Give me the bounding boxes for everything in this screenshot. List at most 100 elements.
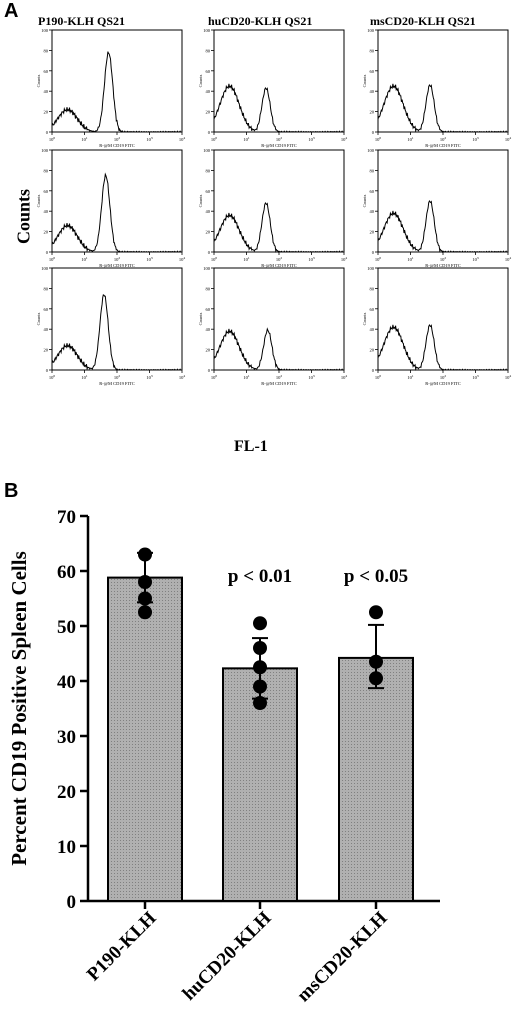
x-tick-label: 104	[341, 374, 348, 380]
x-tick-label: 103	[472, 256, 479, 262]
mini-y-label: Counts	[362, 312, 367, 325]
x-tick-label: 104	[341, 136, 348, 142]
y-tick-label: 100	[41, 28, 49, 33]
y-tick-label: 20	[206, 348, 211, 353]
y-tick-label: 20	[370, 230, 375, 235]
y-tick-label: 70	[57, 507, 76, 528]
histogram-2-0: 0 20 40 60 80 100 100 101 102 103 104 Counts R-@M CD…	[36, 266, 185, 386]
x-tick-label: 102	[440, 136, 447, 142]
x-tick-label: 100	[49, 136, 56, 142]
x-tick-label: 104	[341, 256, 348, 262]
y-tick-label: 60	[44, 69, 49, 74]
data-point	[253, 696, 267, 710]
histogram-0-1: 0 20 40 60 80 100 100 101 102 103 104 Counts R-@M CD…	[198, 28, 347, 148]
x-tick-label: 100	[211, 256, 218, 262]
y-tick-label: 20	[370, 348, 375, 353]
x-tick-label: 102	[276, 136, 283, 142]
data-point	[253, 616, 267, 631]
x-tick-label: 104	[179, 136, 186, 142]
y-tick-label: 20	[206, 110, 211, 115]
histogram-curve	[51, 51, 182, 133]
y-tick-label: 40	[370, 327, 375, 332]
x-tick-label: 101	[81, 256, 88, 262]
y-tick-label: 0	[208, 368, 211, 373]
x-tick-label: 100	[49, 374, 56, 380]
data-point	[369, 654, 383, 669]
y-tick-label: 80	[206, 48, 211, 53]
mini-x-label: R-@M CD19 FITC	[261, 143, 296, 148]
y-tick-label: 30	[57, 727, 76, 748]
y-tick-label: 40	[206, 327, 211, 332]
mini-y-label: Counts	[362, 194, 367, 207]
column-title-2: huCD20-KLH QS21	[208, 14, 313, 28]
x-tick-label: 101	[407, 374, 414, 380]
y-tick-label: 100	[41, 148, 49, 153]
mini-y-label: Counts	[36, 312, 41, 325]
y-tick-label: 0	[372, 368, 375, 373]
y-tick-label: 0	[372, 130, 375, 135]
mini-y-label: Counts	[198, 194, 203, 207]
data-point	[369, 605, 383, 620]
y-tick-label: 80	[206, 168, 211, 173]
panel-b-letter: B	[4, 480, 19, 502]
y-tick-label: 0	[67, 892, 77, 913]
x-tick-label: 101	[243, 374, 250, 380]
mini-x-label: R-@M CD19 FITC	[425, 381, 460, 386]
y-tick-label: 80	[44, 286, 49, 291]
y-tick-label: 60	[370, 189, 375, 194]
y-tick-label: 60	[370, 69, 375, 74]
y-tick-label: 100	[367, 28, 375, 33]
data-point	[253, 641, 267, 655]
x-tick-label: 100	[211, 374, 218, 380]
x-tick-label: 101	[407, 256, 414, 262]
y-tick-label: 40	[206, 209, 211, 214]
histogram-curve	[213, 83, 344, 133]
x-tick-label: 103	[146, 136, 153, 142]
mini-x-label: R-@M CD19 FITC	[99, 263, 134, 268]
x-tick-label: 102	[276, 374, 283, 380]
y-tick-label: 50	[57, 617, 76, 638]
y-tick-label: 10	[57, 837, 76, 858]
y-tick-label: 0	[208, 130, 211, 135]
histogram-curve	[213, 327, 344, 371]
x-tick-label: 102	[440, 374, 447, 380]
y-tick-label: 40	[370, 89, 375, 94]
mini-x-label: R-@M CD19 FITC	[425, 263, 460, 268]
x-tick-label: 104	[505, 256, 512, 262]
data-point	[138, 575, 152, 589]
data-point	[253, 679, 267, 694]
x-tick-label: 101	[407, 136, 414, 142]
y-tick-label: 60	[206, 189, 211, 194]
x-tick-label: 104	[505, 136, 512, 142]
histogram-curve	[51, 172, 182, 253]
x-tick-label: 103	[146, 256, 153, 262]
x-tick-label: 102	[114, 374, 121, 380]
bar	[107, 576, 183, 902]
y-tick-label: 60	[44, 189, 49, 194]
x-tick-label: 101	[243, 256, 250, 262]
y-tick-label: 40	[370, 209, 375, 214]
histogram-curve	[213, 201, 344, 254]
mini-y-label: Counts	[362, 74, 367, 87]
x-tick-label: 102	[276, 256, 283, 262]
y-tick-label: 100	[41, 266, 49, 271]
y-tick-label: 100	[203, 266, 211, 271]
data-point	[138, 591, 152, 606]
y-tick-label: 100	[203, 148, 211, 153]
y-tick-label: 40	[44, 89, 49, 94]
y-tick-label: 40	[44, 209, 49, 214]
y-tick-label: 80	[44, 168, 49, 173]
x-tick-label: huCD20-KLH	[179, 908, 276, 1005]
y-tick-label: 20	[370, 110, 375, 115]
data-point	[138, 547, 152, 562]
mini-x-label: R-@M CD19 FITC	[425, 143, 460, 148]
column-title-1: P190-KLH QS21	[38, 14, 126, 28]
x-tick-label: 103	[308, 136, 315, 142]
y-tick-label: 100	[367, 148, 375, 153]
panel-a-letter: A	[4, 0, 19, 22]
x-tick-label: 102	[114, 136, 121, 142]
y-tick-label: 20	[44, 110, 49, 115]
y-tick-label: 40	[206, 89, 211, 94]
